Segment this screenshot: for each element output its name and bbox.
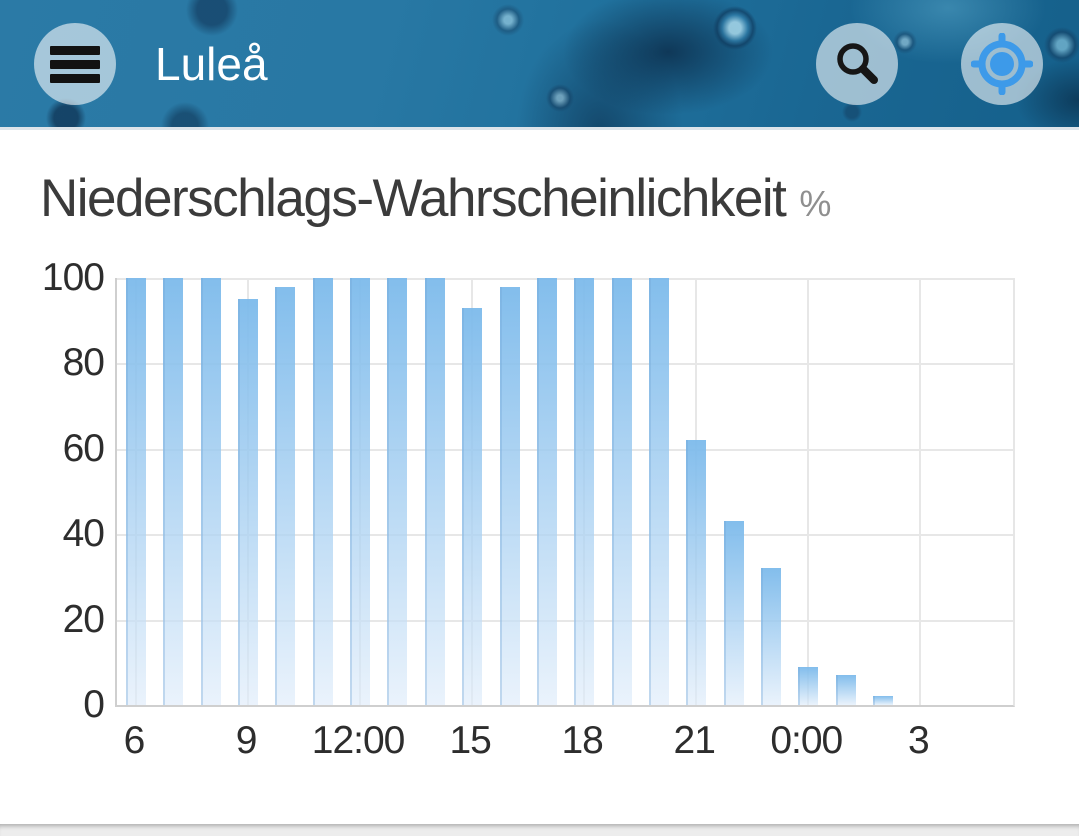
precipitation-bar-15:00: [462, 307, 483, 705]
precipitation-bar-13:00: [387, 278, 408, 705]
precipitation-bar-8:00: [200, 278, 221, 705]
precipitation-bar-19:00: [611, 278, 632, 705]
hamburger-icon: [50, 45, 100, 83]
chart-unit-label: %: [799, 183, 832, 224]
precipitation-bar-1:00: [835, 675, 856, 705]
precipitation-bar-12:00: [350, 278, 371, 705]
gridline-y-100: [117, 278, 1013, 280]
precipitation-bar-16:00: [499, 286, 520, 705]
x-tick-label: 15: [449, 719, 491, 762]
chart-title: Niederschlags-Wahrscheinlichkeit%: [40, 168, 831, 229]
precipitation-bar-17:00: [536, 278, 557, 705]
precipitation-bar-11:00: [312, 278, 333, 705]
card-separator: [0, 824, 1079, 836]
gridline-y-20: [117, 619, 1013, 622]
gps-crosshair-icon: [971, 33, 1033, 95]
precipitation-bar-7:00: [163, 278, 184, 705]
chart-plot-area: [115, 278, 1015, 707]
x-tick-label: 0:00: [770, 719, 843, 762]
precipitation-bar-10:00: [275, 286, 296, 705]
x-tick-label: 9: [235, 719, 258, 762]
y-tick-label: 40: [62, 512, 105, 556]
search-icon: [837, 43, 878, 84]
gridline-y-60: [117, 448, 1013, 451]
menu-button[interactable]: [34, 23, 116, 105]
x-tick-label: 12:00: [311, 719, 406, 762]
precipitation-bar-21:00: [686, 440, 707, 705]
x-tick-label: 3: [907, 719, 930, 762]
chart-title-text: Niederschlags-Wahrscheinlichkeit: [40, 169, 787, 228]
y-tick-label: 0: [83, 683, 105, 726]
precipitation-bar-2:00: [873, 696, 893, 705]
app-header: Luleå: [0, 0, 1079, 130]
y-tick-label: 100: [41, 256, 105, 299]
precipitation-bar-0:00: [798, 666, 819, 705]
y-tick-label: 80: [62, 341, 105, 385]
search-button[interactable]: [816, 23, 898, 105]
x-tick-label: 6: [123, 719, 146, 762]
precipitation-bar-14:00: [424, 278, 445, 705]
precipitation-bar-18:00: [574, 278, 595, 705]
gridline-y-80: [117, 363, 1013, 366]
gridline-y-40: [117, 534, 1013, 537]
precipitation-bar-9:00: [238, 299, 259, 705]
city-title: Luleå: [155, 37, 268, 90]
precipitation-bar-22:00: [723, 521, 744, 705]
precipitation-bar-20:00: [648, 278, 669, 705]
x-tick-label: 21: [673, 719, 716, 762]
x-tick-label: 18: [561, 719, 603, 762]
locate-button[interactable]: [961, 23, 1043, 105]
precipitation-card: Niederschlags-Wahrscheinlichkeit% 0 20 40 6…: [0, 130, 1079, 824]
precipitation-bar-6:00: [126, 278, 146, 705]
y-tick-label: 20: [62, 597, 105, 641]
gridline-x-3: [919, 278, 922, 705]
precipitation-bar-23:00: [760, 568, 781, 705]
gridline-x-0:00: [807, 278, 810, 705]
y-tick-label: 60: [62, 426, 105, 470]
